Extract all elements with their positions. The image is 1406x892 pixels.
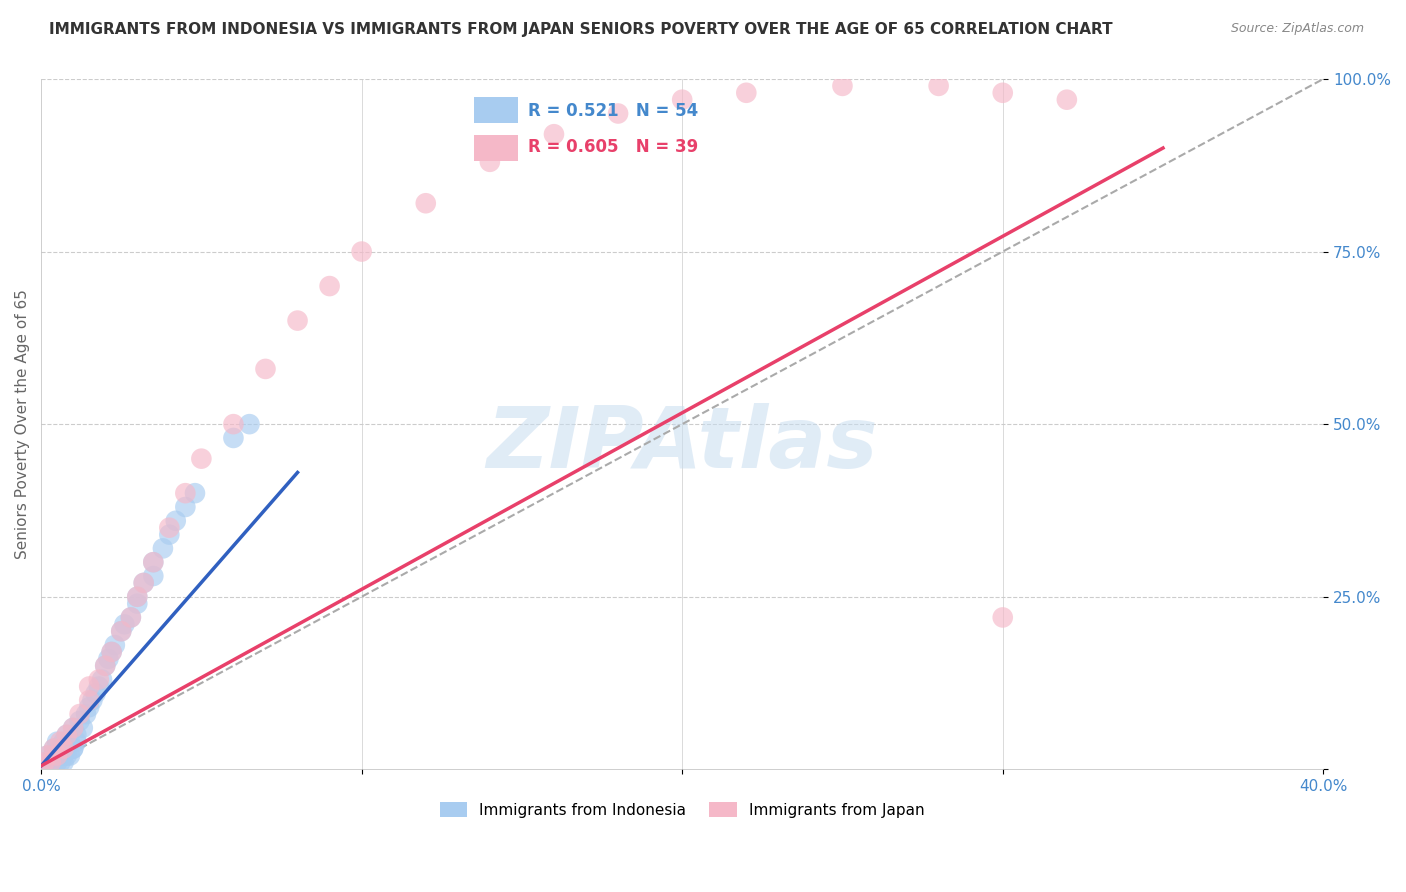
Point bbox=[87, 680, 110, 694]
Point bbox=[55, 741, 77, 756]
Point bbox=[77, 693, 100, 707]
Point bbox=[49, 741, 72, 756]
Point bbox=[77, 680, 100, 694]
Point bbox=[69, 707, 91, 722]
Point bbox=[42, 748, 65, 763]
Point bbox=[350, 244, 373, 259]
Point bbox=[87, 673, 110, 687]
Point bbox=[75, 707, 97, 722]
Point bbox=[991, 86, 1014, 100]
Point bbox=[65, 734, 87, 748]
Point bbox=[1056, 93, 1078, 107]
Point bbox=[34, 756, 56, 770]
Point bbox=[77, 700, 100, 714]
Point bbox=[55, 728, 77, 742]
Point bbox=[37, 756, 59, 770]
Point bbox=[928, 78, 950, 93]
Point bbox=[120, 610, 142, 624]
Point bbox=[91, 673, 114, 687]
Point bbox=[222, 431, 245, 445]
Point bbox=[190, 451, 212, 466]
Point bbox=[318, 279, 340, 293]
Point bbox=[184, 486, 207, 500]
Point bbox=[110, 624, 132, 639]
Point bbox=[100, 645, 122, 659]
Point bbox=[52, 748, 75, 763]
Point bbox=[72, 721, 94, 735]
Text: IMMIGRANTS FROM INDONESIA VS IMMIGRANTS FROM JAPAN SENIORS POVERTY OVER THE AGE : IMMIGRANTS FROM INDONESIA VS IMMIGRANTS … bbox=[49, 22, 1112, 37]
Point bbox=[127, 597, 149, 611]
Point bbox=[52, 734, 75, 748]
Point bbox=[543, 127, 565, 141]
Point bbox=[157, 527, 180, 541]
Point bbox=[37, 748, 59, 763]
Point bbox=[62, 721, 84, 735]
Point bbox=[127, 590, 149, 604]
Point bbox=[110, 624, 132, 639]
Point bbox=[607, 106, 630, 120]
Point bbox=[39, 756, 62, 770]
Point bbox=[114, 617, 136, 632]
Point bbox=[127, 590, 149, 604]
Point bbox=[222, 417, 245, 431]
Point bbox=[42, 748, 65, 763]
Point bbox=[735, 86, 758, 100]
Point bbox=[94, 658, 117, 673]
Y-axis label: Seniors Poverty Over the Age of 65: Seniors Poverty Over the Age of 65 bbox=[15, 289, 30, 559]
Point bbox=[671, 93, 693, 107]
Point bbox=[142, 555, 165, 569]
Point bbox=[94, 658, 117, 673]
Point bbox=[39, 756, 62, 770]
Point bbox=[165, 514, 187, 528]
Point bbox=[238, 417, 260, 431]
Legend: Immigrants from Indonesia, Immigrants from Japan: Immigrants from Indonesia, Immigrants fr… bbox=[433, 796, 931, 824]
Point bbox=[62, 741, 84, 756]
Point bbox=[37, 748, 59, 763]
Point bbox=[991, 610, 1014, 624]
Point bbox=[478, 154, 501, 169]
Point bbox=[55, 748, 77, 763]
Point bbox=[34, 756, 56, 770]
Point bbox=[142, 555, 165, 569]
Point bbox=[55, 728, 77, 742]
Point bbox=[46, 756, 69, 770]
Point bbox=[46, 748, 69, 763]
Point bbox=[59, 734, 82, 748]
Point bbox=[84, 686, 107, 700]
Point bbox=[132, 575, 155, 590]
Point bbox=[97, 652, 120, 666]
Point bbox=[142, 569, 165, 583]
Point bbox=[42, 741, 65, 756]
Point bbox=[59, 748, 82, 763]
Point bbox=[46, 734, 69, 748]
Point bbox=[46, 748, 69, 763]
Point bbox=[132, 575, 155, 590]
Point bbox=[415, 196, 437, 211]
Point bbox=[287, 313, 309, 327]
Point bbox=[157, 521, 180, 535]
Point bbox=[52, 741, 75, 756]
Point bbox=[174, 500, 197, 514]
Text: Source: ZipAtlas.com: Source: ZipAtlas.com bbox=[1230, 22, 1364, 36]
Point bbox=[120, 610, 142, 624]
Point bbox=[52, 756, 75, 770]
Point bbox=[65, 728, 87, 742]
Point bbox=[174, 486, 197, 500]
Point bbox=[82, 693, 104, 707]
Point bbox=[42, 741, 65, 756]
Point bbox=[152, 541, 174, 556]
Point bbox=[49, 734, 72, 748]
Point bbox=[62, 741, 84, 756]
Point bbox=[254, 362, 277, 376]
Point bbox=[104, 638, 127, 652]
Point bbox=[62, 721, 84, 735]
Text: ZIPAtlas: ZIPAtlas bbox=[486, 403, 877, 486]
Point bbox=[69, 714, 91, 728]
Point bbox=[39, 756, 62, 770]
Point bbox=[49, 756, 72, 770]
Point bbox=[100, 645, 122, 659]
Point bbox=[831, 78, 853, 93]
Point bbox=[49, 748, 72, 763]
